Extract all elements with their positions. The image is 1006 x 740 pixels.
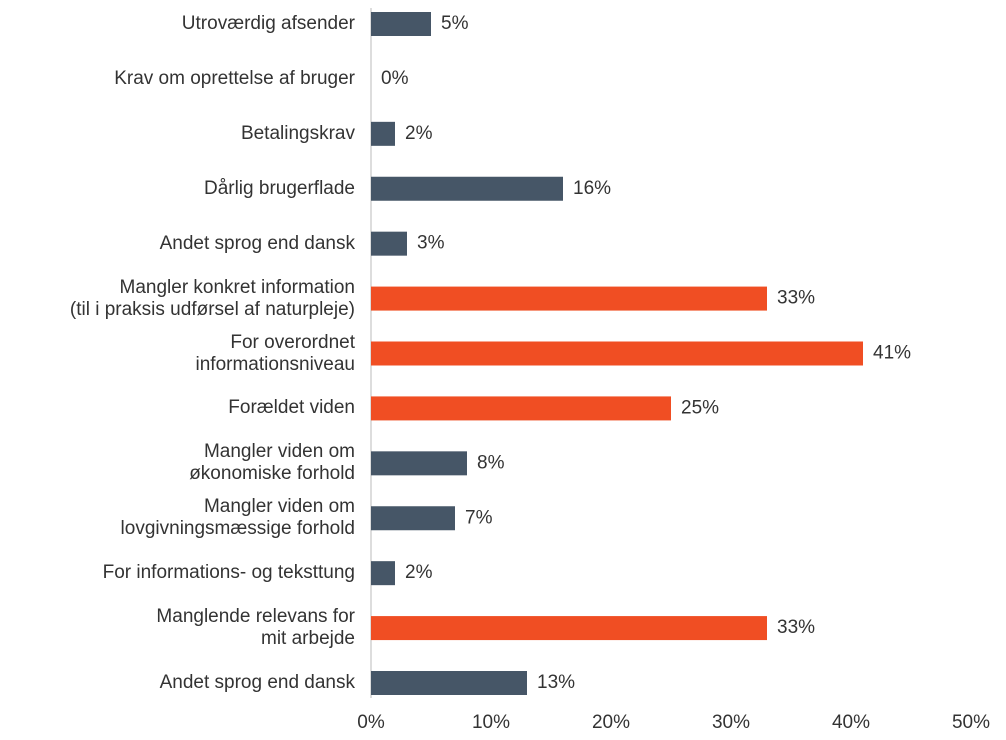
- category-label: Andet sprog end dansk: [159, 232, 355, 254]
- category-label: For informations- og teksttung: [102, 562, 355, 584]
- bar: [371, 286, 767, 311]
- bar: [371, 341, 863, 366]
- bar: [371, 176, 563, 201]
- bar: [371, 616, 767, 641]
- bar: [371, 671, 527, 695]
- category-label: Krav om oprettelse af bruger: [114, 67, 355, 89]
- category-label: Mangler viden om økonomiske forhold: [189, 441, 355, 485]
- value-label: 5%: [441, 13, 469, 34]
- value-label: 16%: [573, 178, 611, 199]
- value-label: 13%: [537, 672, 575, 693]
- category-label: Dårlig brugerflade: [203, 177, 355, 199]
- value-label: 7%: [465, 507, 493, 528]
- value-label: 33%: [777, 617, 815, 638]
- x-tick-label: 0%: [357, 712, 385, 733]
- x-tick-label: 40%: [832, 712, 870, 733]
- value-label: 25%: [681, 397, 719, 418]
- bar: [371, 231, 407, 256]
- x-tick-label: 10%: [472, 712, 510, 733]
- value-label: 8%: [477, 452, 505, 473]
- value-label: 0%: [381, 68, 409, 89]
- value-label: 33%: [777, 288, 815, 309]
- bar: [371, 506, 455, 531]
- category-label: Forældet viden: [228, 397, 355, 419]
- category-label: Mangler viden om lovgivningsmæssige forh…: [120, 496, 355, 540]
- value-label: 41%: [873, 343, 911, 364]
- bar: [371, 561, 395, 586]
- category-label: Utroværdig afsender: [181, 13, 355, 34]
- bar: [371, 121, 395, 146]
- category-label: For overordnet informationsniveau: [195, 331, 355, 375]
- value-label: 3%: [417, 233, 445, 254]
- category-label: Manglende relevans for mit arbejde: [156, 606, 355, 650]
- bar: [371, 396, 671, 421]
- value-label: 2%: [405, 123, 433, 144]
- bar: [371, 12, 431, 36]
- x-tick-label: 50%: [952, 712, 990, 733]
- value-label: 2%: [405, 562, 433, 583]
- category-label: Andet sprog end dansk: [159, 672, 355, 693]
- bar: [371, 451, 467, 476]
- category-label: Betalingskrav: [240, 122, 355, 144]
- x-tick-label: 30%: [712, 712, 750, 733]
- category-label: Mangler konkret information (til i praks…: [69, 276, 355, 320]
- x-tick-label: 20%: [592, 712, 630, 733]
